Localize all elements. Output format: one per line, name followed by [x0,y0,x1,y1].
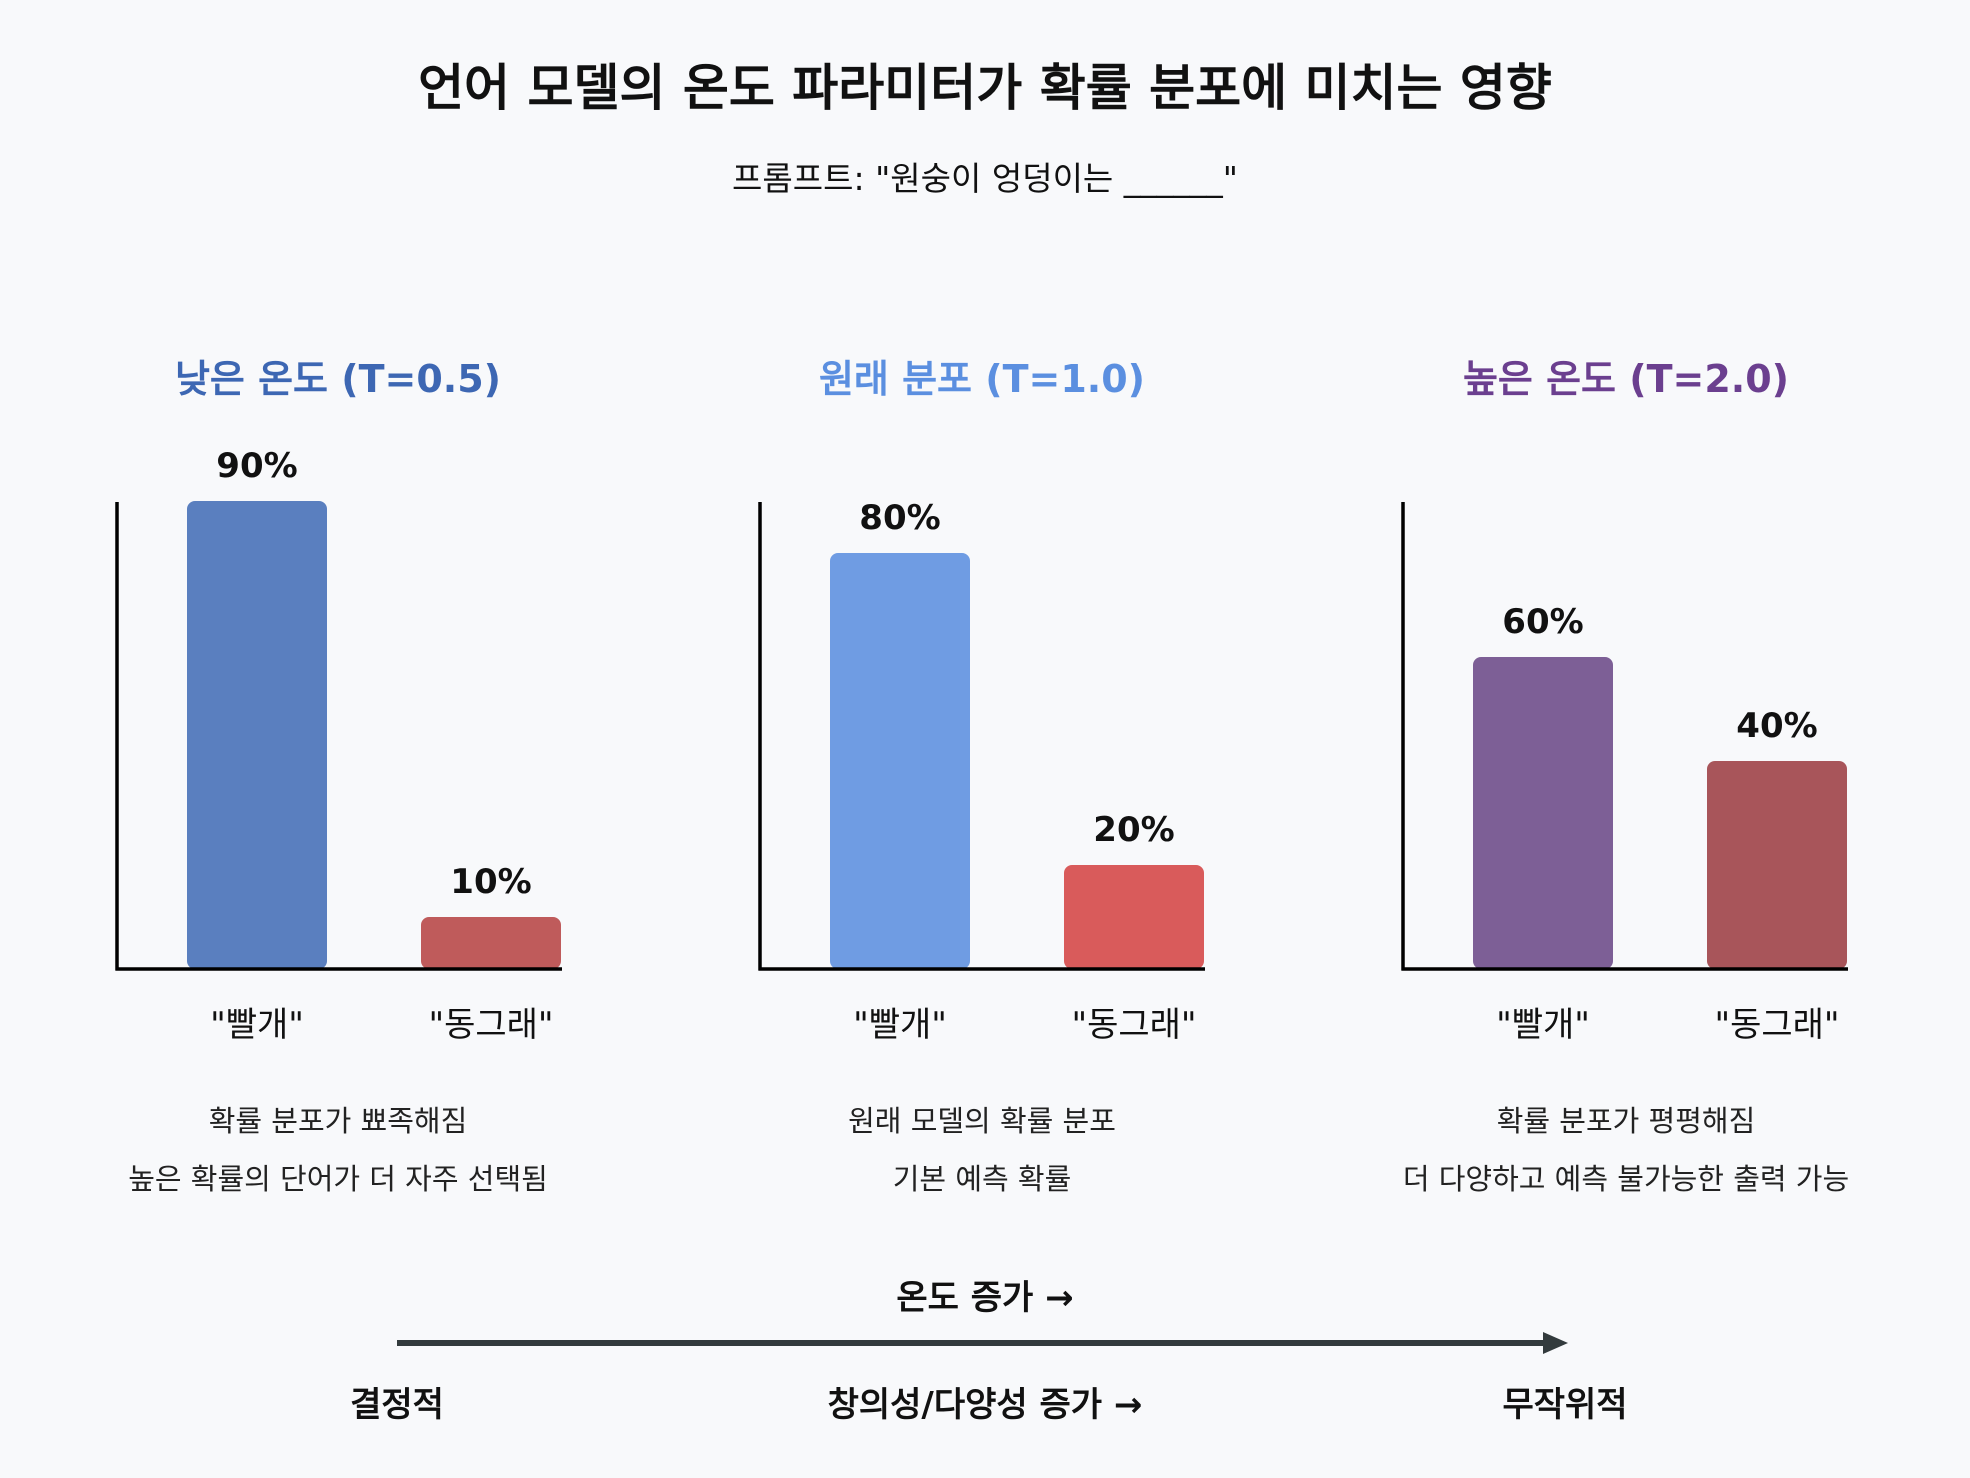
bar [830,553,970,969]
description-line: 기본 예측 확률 [892,1162,1072,1196]
bar-chart-0: 90% "빨개" 10% "동그래" [115,446,562,1045]
bar-value-label: 60% [1502,602,1583,642]
category-label: "빨개" [853,1005,947,1045]
bar [1473,657,1613,969]
bar-value-label: 20% [1093,810,1174,850]
description-line: 원래 모델의 확률 분포 [848,1104,1116,1138]
panel-title-original: 원래 분포 (T=1.0) [818,357,1146,401]
panel-description-high-temp: 확률 분포가 평평해짐 더 다양하고 예측 불가능한 출력 가능 [1346,1092,1906,1208]
panel-description-low-temp: 확률 분포가 뾰족해짐 높은 확률의 단어가 더 자주 선택됨 [58,1092,618,1208]
category-label: "동그래" [1714,1005,1839,1045]
bar [1064,865,1204,969]
description-line: 확률 분포가 뾰족해짐 [208,1104,468,1138]
bar-value-label: 10% [450,862,531,902]
prompt-subtitle: 프롬프트: "원숭이 엉덩이는 ______" [732,159,1238,198]
arrow-head-icon [1543,1332,1568,1354]
category-label: "동그래" [1071,1005,1196,1045]
category-label: "빨개" [210,1005,304,1045]
bar [1707,761,1847,969]
description-line: 확률 분포가 평평해짐 [1496,1104,1756,1138]
description-line: 높은 확률의 단어가 더 자주 선택됨 [128,1162,548,1196]
bar-value-label: 40% [1736,706,1817,746]
bar-value-label: 80% [859,498,940,538]
panel-title-low-temp: 낮은 온도 (T=0.5) [174,357,502,401]
bar-value-label: 90% [216,446,297,486]
category-label: "동그래" [428,1005,553,1045]
panel-description-original: 원래 모델의 확률 분포 기본 예측 확률 [702,1092,1262,1208]
panel-title-high-temp: 높은 온도 (T=2.0) [1462,357,1790,401]
random-label: 무작위적 [1502,1385,1628,1425]
bar [421,917,561,969]
category-label: "빨개" [1496,1005,1590,1045]
bar-chart-1: 80% "빨개" 20% "동그래" [758,498,1205,1045]
creativity-label: 창의성/다양성 증가 → [827,1385,1143,1425]
page-title: 언어 모델의 온도 파라미터가 확률 분포에 미치는 영향 [418,59,1552,117]
deterministic-label: 결정적 [350,1385,444,1425]
bar-chart-2: 60% "빨개" 40% "동그래" [1401,502,1848,1045]
bar [187,501,327,969]
temperature-arrow-label: 온도 증가 → [896,1278,1074,1318]
description-line: 더 다양하고 예측 불가능한 출력 가능 [1402,1162,1850,1196]
